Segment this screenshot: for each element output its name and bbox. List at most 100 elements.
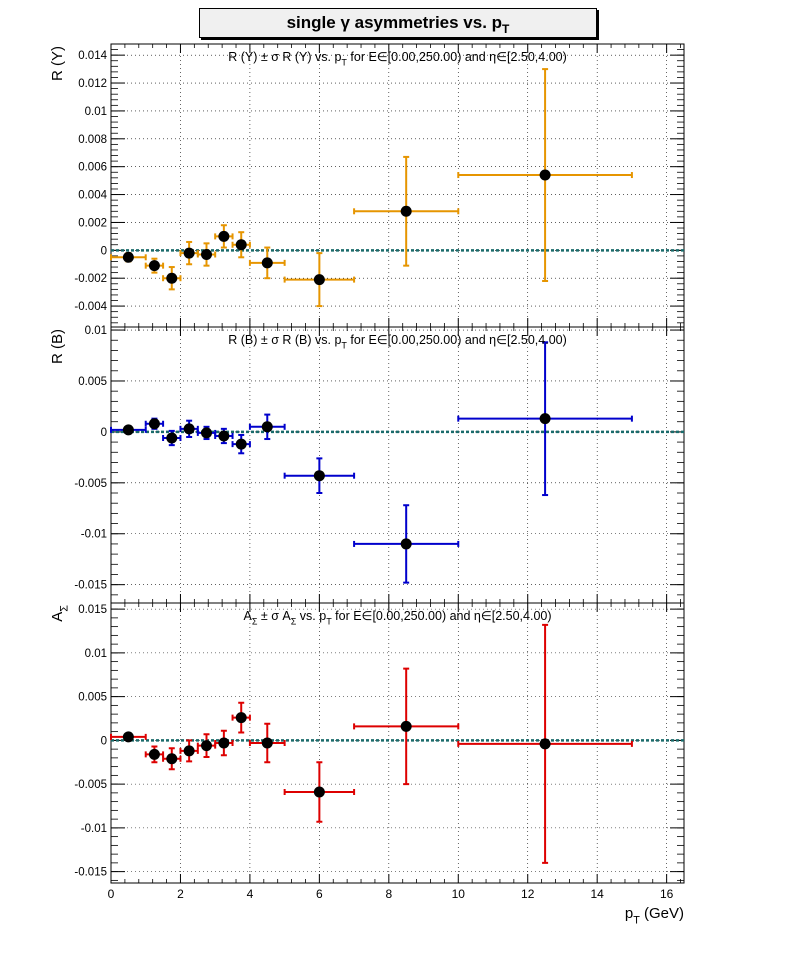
y-tick-label: -0.002 (74, 273, 107, 285)
marker (261, 257, 273, 269)
data-point (231, 433, 251, 455)
data-point (353, 667, 460, 786)
y-tick-label: -0.01 (81, 823, 107, 835)
y-tick-label: -0.005 (74, 478, 107, 490)
marker (261, 737, 273, 749)
marker (313, 274, 325, 286)
chart-panel-bottom: -0.015 -0.01 -0.005 0 0.005 0.01 0.015 AΣ ± σ A… (49, 602, 685, 926)
marker (400, 720, 412, 732)
data-point (162, 429, 182, 447)
data-point (179, 240, 199, 266)
marker (201, 740, 212, 752)
data-point (457, 341, 633, 497)
data-point (353, 155, 460, 267)
marker (201, 249, 212, 261)
data-point (457, 68, 633, 282)
marker (218, 430, 230, 442)
marker (148, 748, 160, 760)
plot-frame (110, 326, 685, 604)
panel-title: R (Y) ± σ R (Y) vs. pT for E∈[0.00,250.0… (228, 50, 567, 67)
data-point (248, 413, 286, 441)
data-point (283, 457, 356, 495)
y-tick-label: 0.01 (85, 648, 107, 660)
marker (235, 239, 247, 251)
marker (261, 421, 273, 433)
data-point (231, 701, 251, 734)
y-tick-label: -0.005 (74, 779, 107, 791)
y-tick-label: 0.002 (78, 217, 107, 229)
page-title-subscript: T (502, 22, 510, 36)
y-axis-label: AΣ (49, 605, 70, 622)
data-point (231, 231, 251, 259)
marker (183, 247, 195, 259)
x-tick-label: 4 (247, 887, 254, 901)
chart-panel-middle: -0.015 -0.01 -0.005 0 0.005 0.01 R (B) ± σ R (… (49, 325, 685, 604)
marker (122, 424, 134, 436)
data-point (179, 739, 199, 763)
data-point (214, 729, 234, 757)
y-tick-label: 0.004 (78, 190, 107, 202)
y-tick-label: 0.012 (78, 78, 107, 90)
y-tick-label: 0.005 (78, 692, 107, 704)
data-point (144, 257, 165, 274)
y-tick-label: 0 (101, 245, 107, 257)
data-point (283, 761, 356, 823)
panel-title: R (B) ± σ R (B) vs. pT for E∈[0.00,250.0… (228, 333, 567, 350)
data-point (144, 745, 165, 764)
marker (122, 251, 134, 263)
y-tick-label: 0.01 (85, 106, 107, 118)
data-point (248, 722, 286, 764)
data-point (196, 733, 217, 758)
marker (166, 432, 178, 444)
x-tick-label: 16 (660, 887, 674, 901)
x-tick-label: 2 (177, 887, 184, 901)
data-point (353, 504, 460, 584)
x-tick-label: 0 (108, 887, 115, 901)
x-tick-label: 14 (591, 887, 605, 901)
data-point (110, 731, 147, 743)
data-point (162, 266, 182, 291)
y-tick-label: 0 (101, 427, 107, 439)
y-tick-label: -0.004 (74, 301, 107, 313)
marker (400, 538, 412, 550)
marker (122, 731, 134, 743)
x-tick-label: 10 (452, 887, 466, 901)
marker (166, 753, 178, 765)
marker (313, 786, 325, 798)
x-tick-label: 6 (316, 887, 323, 901)
chart-panel-top: -0.004 -0.002 0 0.002 0.004 0.006 0.008 0.01 0.0… (49, 43, 685, 328)
y-tick-label: -0.015 (74, 580, 107, 592)
y-tick-label: 0 (101, 735, 107, 747)
y-tick-label: 0.008 (78, 134, 107, 146)
y-tick-label: 0.006 (78, 162, 107, 174)
data-point (196, 242, 217, 267)
y-axis-label: R (B) (49, 329, 66, 364)
page-title-text: single γ asymmetries vs. p (286, 13, 503, 32)
data-point (248, 246, 286, 280)
data-point (457, 623, 633, 864)
y-tick-label: 0.015 (78, 604, 107, 616)
data-point (110, 251, 147, 263)
marker (148, 418, 160, 430)
marker (183, 745, 195, 757)
data-point (283, 252, 356, 308)
data-point (162, 747, 182, 771)
marker (235, 438, 247, 450)
data-point (110, 424, 147, 436)
panel-title: AΣ ± σ AΣ vs. pT for E∈[0.00,250.00) and… (243, 609, 551, 626)
y-tick-label: -0.015 (74, 867, 107, 879)
marker (539, 413, 551, 425)
y-tick-label: 0.005 (78, 376, 107, 388)
marker (235, 712, 247, 724)
y-tick-label: -0.01 (81, 529, 107, 541)
marker (201, 427, 212, 439)
marker (218, 230, 230, 242)
marker (313, 470, 325, 482)
x-tick-label: 12 (521, 887, 535, 901)
marker (166, 272, 178, 284)
marker (148, 260, 160, 272)
marker (400, 205, 412, 217)
y-tick-label: 0.01 (85, 325, 107, 337)
